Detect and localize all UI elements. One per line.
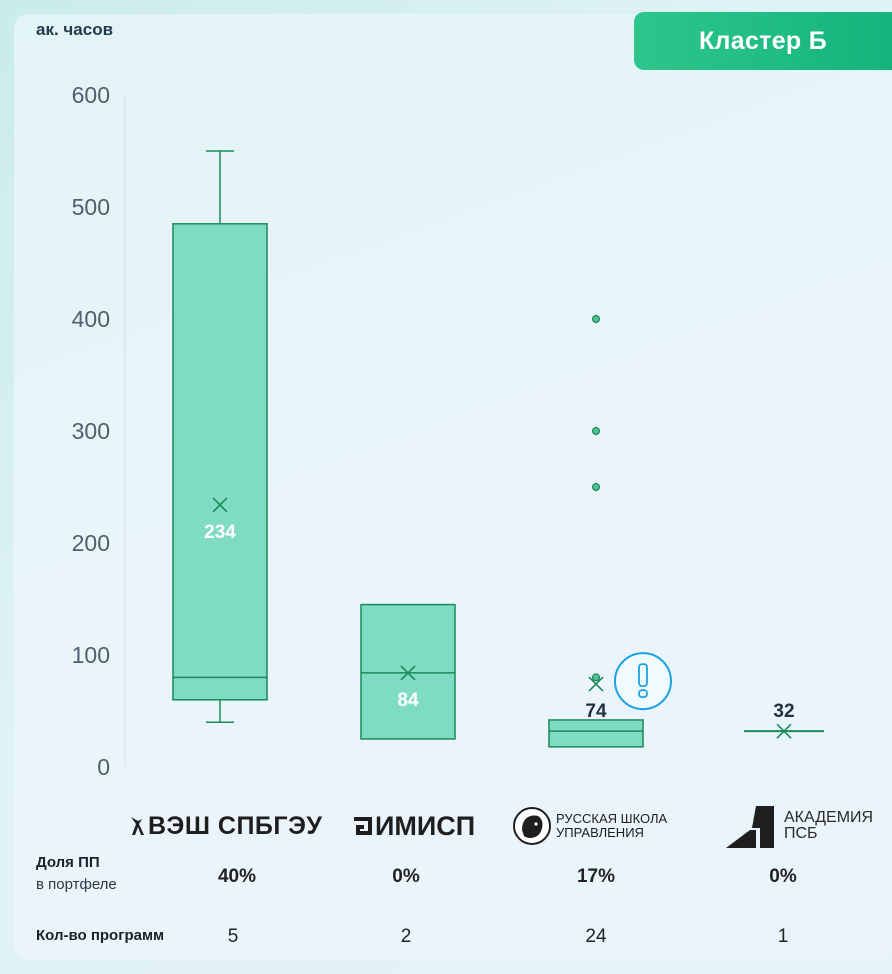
imisp-mark-icon <box>354 817 372 835</box>
mean-label: 74 <box>585 701 607 722</box>
outlier-point <box>592 315 600 323</box>
count-row-title: Кол-во программ <box>36 927 165 944</box>
logo-psb-line2: ПСБ <box>784 825 818 842</box>
logo-rsu-line2: УПРАВЛЕНИЯ <box>556 825 644 840</box>
boxplot-chart: 0 100 200 300 400 500 600 234 84 74 32 <box>72 82 824 780</box>
y-tick-label: 600 <box>72 82 110 108</box>
cluster-badge: Кластер Б <box>634 12 892 70</box>
share-value: 0% <box>769 866 797 887</box>
mean-label: 84 <box>397 690 419 711</box>
warning-icon <box>614 652 672 711</box>
chart-card <box>14 14 892 960</box>
y-tick-label: 100 <box>72 642 110 668</box>
y-tick-label: 500 <box>72 194 110 220</box>
y-tick-label: 200 <box>72 530 110 556</box>
mean-marker <box>212 497 228 513</box>
mean-label: 32 <box>773 701 794 722</box>
mean-label: 234 <box>204 522 236 543</box>
count-value: 5 <box>227 926 239 947</box>
count-value: 1 <box>777 926 789 947</box>
share-value: 0% <box>392 866 420 887</box>
logo-vsh-text: ВЭШ СПБГЭУ <box>148 811 323 840</box>
iqr-box <box>548 719 644 748</box>
logo-academy-psb: АКАДЕМИЯ ПСБ <box>726 800 873 852</box>
outlier-point <box>592 673 600 682</box>
share-row-subtitle: в портфеле <box>36 876 117 893</box>
mean-marker <box>400 665 416 681</box>
y-axis-unit-label: ак. часов <box>36 20 114 39</box>
logo-vsh-spbgeu: ВЭШ СПБГЭУ <box>128 800 322 852</box>
count-value: 2 <box>400 926 412 947</box>
logo-imisp: ИМИСП <box>352 800 475 852</box>
count-value: 24 <box>585 926 607 947</box>
logo-russian-school-management: РУССКАЯ ШКОЛА УПРАВЛЕНИЯ <box>512 800 667 852</box>
mean-marker <box>776 723 792 739</box>
share-value: 40% <box>217 866 257 887</box>
mean-marker <box>588 676 604 692</box>
share-value: 17% <box>576 866 616 887</box>
lion-head-icon <box>513 807 551 845</box>
y-tick-label: 0 <box>97 754 110 780</box>
y-tick-label: 300 <box>72 418 110 444</box>
y-tick-label: 400 <box>72 306 110 332</box>
share-row-title: Доля ПП <box>36 854 100 871</box>
logo-imisp-text: ИМИСП <box>375 810 476 841</box>
stylized-figure-icon <box>131 817 144 835</box>
logo-rsu-line1: РУССКАЯ ШКОЛА <box>556 811 668 826</box>
outlier-point <box>592 427 600 435</box>
outlier-point <box>592 483 600 491</box>
psb-a-mark-icon <box>726 806 774 848</box>
logo-psb-line1: АКАДЕМИЯ <box>784 809 874 826</box>
iqr-box <box>172 223 268 701</box>
